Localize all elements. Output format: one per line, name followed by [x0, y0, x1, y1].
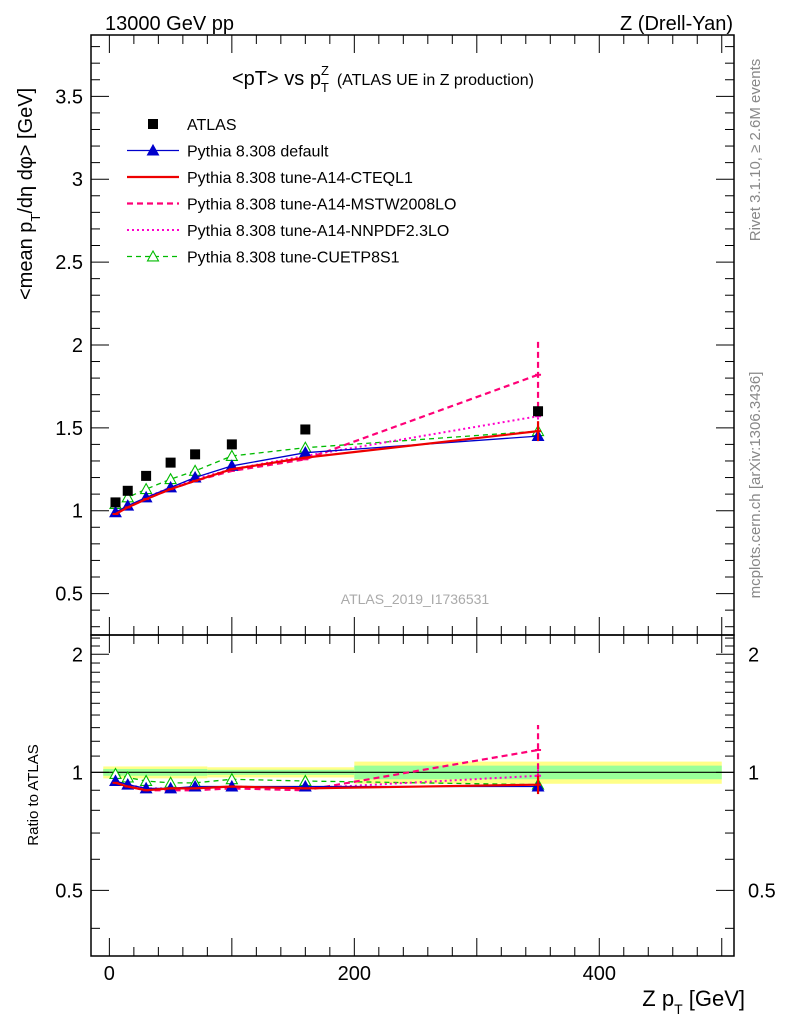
main-line-cteql1 [114, 430, 539, 515]
legend-marker [146, 143, 160, 156]
ratio-line-cteql1 [115, 781, 539, 792]
analysis-watermark: ATLAS_2019_I1736531 [341, 591, 490, 607]
atlas-point [141, 470, 152, 481]
main-y-tick-label: 1 [72, 501, 83, 523]
legend: ATLAS Pythia 8.308 default Pythia 8.308 tu… [127, 117, 456, 267]
x-tick-label: 0 [104, 963, 115, 985]
main-y-tick-label: 3.5 [55, 86, 83, 108]
x-axis-label: Z pT [GeV] [642, 986, 745, 1017]
main-series-nnpdf [112, 402, 542, 516]
atlas-point [165, 457, 176, 468]
ratio-y-axis-label: Ratio to ATLAS [25, 744, 42, 845]
ratio-y-tick-label-right: 0.5 [748, 880, 776, 902]
header-right: Z (Drell-Yan) [620, 13, 733, 35]
main-y-tick-label: 2.5 [55, 252, 83, 274]
legend-label: Pythia 8.308 tune-A14-MSTW2008LO [187, 197, 456, 214]
main-y-axis-label: <mean pT/dη dφ> [GeV] [15, 88, 43, 300]
ratio-series-cteql1 [112, 775, 542, 795]
main-y-tick-label: 2 [72, 335, 83, 357]
ratio-y-tick-label-right: 1 [748, 762, 759, 784]
header-left: 13000 GeV pp [105, 13, 234, 35]
data-series [109, 341, 545, 795]
ratio-y-tick-label-left: 0.5 [55, 880, 83, 902]
atlas-point [300, 424, 311, 435]
legend-label: Pythia 8.308 tune-A14-NNPDF2.3LO [187, 223, 449, 240]
ratio-y-tick-label-left: 1 [72, 762, 83, 784]
ratio-frame [90, 634, 735, 957]
legend-label: Pythia 8.308 tune-CUETP8S1 [187, 250, 400, 267]
x-tick-label: 200 [338, 963, 371, 985]
legend-marker [146, 249, 160, 262]
main-line-default [115, 435, 539, 513]
main-y-tick-label: 1.5 [55, 418, 83, 440]
atlas-point [110, 497, 121, 508]
legend-label: Pythia 8.308 tune-A14-CTEQL1 [187, 170, 413, 187]
main-line-mstw [114, 373, 539, 515]
legend-entry-nnpdf: Pythia 8.308 tune-A14-NNPDF2.3LO [127, 223, 449, 240]
rivet-version-label: Rivet 3.1.10, ≥ 2.6M events [747, 59, 764, 242]
main-series-default [109, 429, 545, 518]
ratio-y-tick-label-left: 2 [72, 644, 83, 666]
main-line-nnpdf [115, 415, 539, 515]
main-line-cuetp [115, 430, 539, 505]
main-series-cteql1 [112, 421, 542, 516]
x-tick-label: 400 [583, 963, 616, 985]
legend-marker-atlas [148, 119, 158, 129]
ratio-y-tick-label-right: 2 [748, 644, 759, 666]
main-series-atlas [110, 406, 544, 508]
mcplots-label: mcplots.cern.ch [arXiv:1306.3436] [747, 372, 764, 599]
legend-label: Pythia 8.308 default [187, 144, 329, 161]
plot-title: <pT> vs pZ T (ATLAS UE in Z production) [232, 63, 534, 95]
legend-entry-cuetp: Pythia 8.308 tune-CUETP8S1 [127, 250, 400, 267]
main-y-tick-label: 0.5 [55, 584, 83, 606]
ratio-uncertainty-band [91, 761, 734, 784]
legend-label: ATLAS [187, 117, 237, 134]
atlas-point [122, 485, 133, 496]
legend-entry-cteql1: Pythia 8.308 tune-A14-CTEQL1 [127, 170, 413, 187]
axis-tick-labels: 0.5 1 1.5 2 2.5 3 3.5 0.5 0.5 1 1 2 2 0 200 400 [55, 86, 776, 985]
main-y-tick-label: 3 [72, 169, 83, 191]
atlas-point [533, 406, 544, 417]
atlas-point [190, 449, 201, 460]
legend-entry-mstw: Pythia 8.308 tune-A14-MSTW2008LO [127, 197, 456, 214]
axis-ticks [91, 35, 734, 956]
legend-entry-default: Pythia 8.308 default [127, 144, 329, 161]
atlas-point [226, 439, 237, 450]
legend-entry-atlas: ATLAS [148, 117, 237, 134]
